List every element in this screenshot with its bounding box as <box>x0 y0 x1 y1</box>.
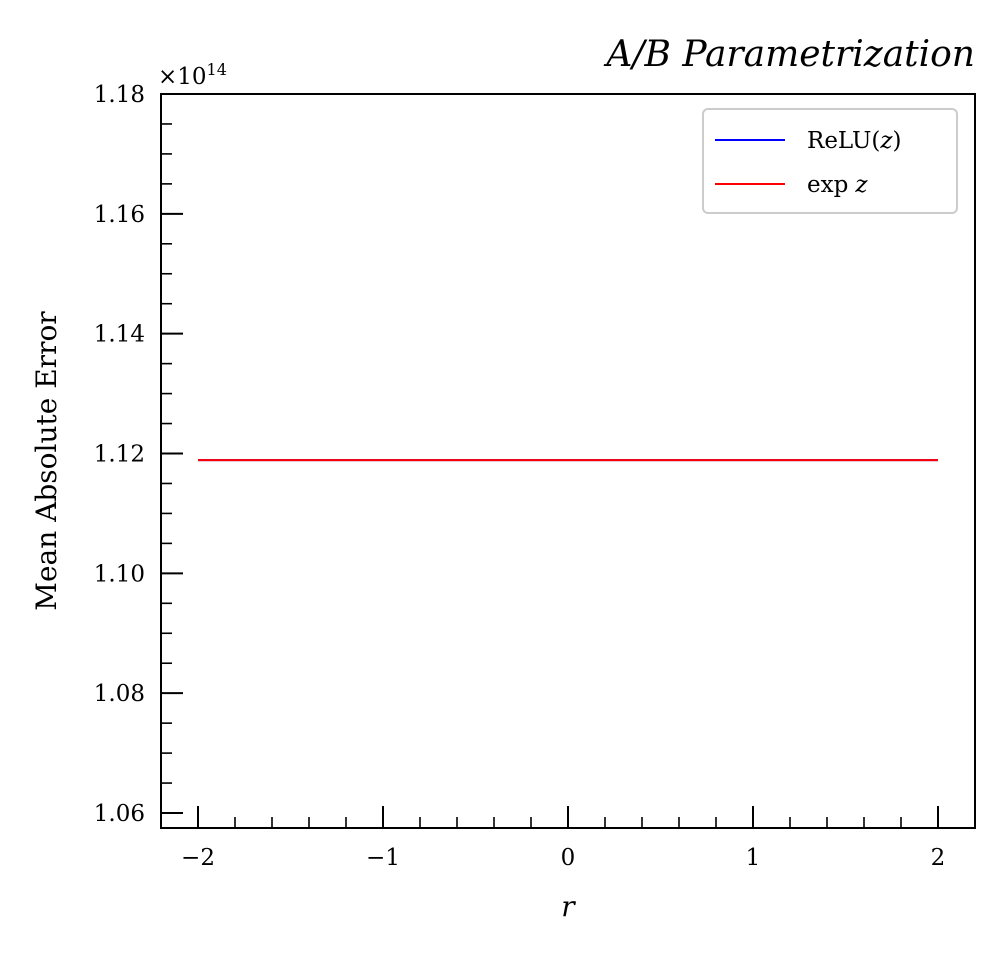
y-tick-label: 1.14 <box>94 322 145 348</box>
legend-label-relu-main: ReLU( <box>807 128 880 154</box>
legend-label-relu: ReLU(z) <box>807 128 901 154</box>
chart-title: A/B Parametrization <box>603 34 975 75</box>
x-tick-label: 0 <box>561 845 576 871</box>
y-tick-label: 1.10 <box>94 561 145 587</box>
plot-frame <box>160 93 976 829</box>
legend-label-exp-var: z <box>854 172 868 198</box>
y-axis-label: Mean Absolute Error <box>30 311 63 611</box>
x-tick-label: 1 <box>746 845 761 871</box>
legend-box <box>702 108 958 214</box>
x-tick-label: 2 <box>931 845 946 871</box>
y-tick-label: 1.12 <box>94 442 145 468</box>
y-tick-label: 1.18 <box>94 82 145 108</box>
x-tick-label: −1 <box>366 845 400 871</box>
legend-label-exp: exp z <box>807 172 868 198</box>
y-axis-offset-exponent: 14 <box>207 60 227 79</box>
y-axis-offset: ×1014 <box>158 60 227 90</box>
x-tick-label: −2 <box>181 845 215 871</box>
y-tick-label: 1.06 <box>94 801 145 827</box>
legend: ReLU(z) exp z <box>702 108 958 214</box>
legend-label-relu-var: z <box>879 128 893 154</box>
y-tick-label: 1.08 <box>94 681 145 707</box>
legend-label-exp-main: exp <box>807 172 848 198</box>
legend-label-relu-close: ) <box>892 128 901 154</box>
tick-layer: −2 −1 0 1 2 1.06 1.08 1.10 1.12 1.14 1.16 1.18 <box>94 82 976 871</box>
x-axis-label: r <box>561 890 576 923</box>
y-axis-offset-base: ×10 <box>158 64 207 90</box>
y-tick-label: 1.16 <box>94 202 145 228</box>
